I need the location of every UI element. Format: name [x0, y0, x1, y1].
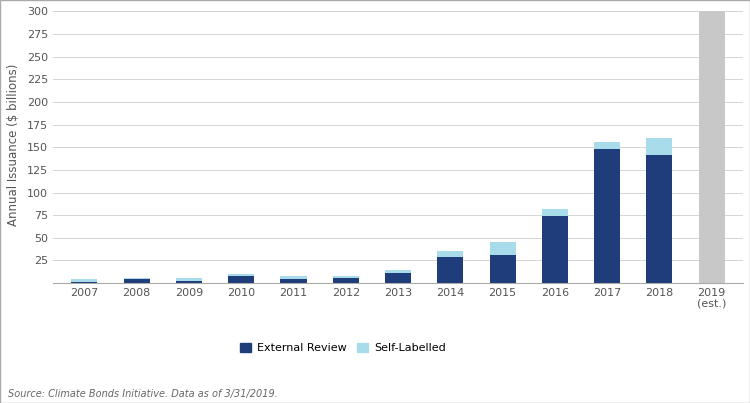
- Bar: [385, 270, 411, 273]
- Bar: [71, 278, 98, 282]
- Bar: [333, 276, 358, 278]
- Bar: [437, 257, 464, 283]
- Bar: [228, 276, 254, 283]
- Bar: [176, 278, 202, 281]
- Bar: [385, 273, 411, 283]
- Text: Source: Climate Bonds Initiative. Data as of 3/31/2019.: Source: Climate Bonds Initiative. Data a…: [8, 389, 278, 399]
- Bar: [71, 282, 98, 283]
- Bar: [594, 142, 620, 149]
- Bar: [646, 138, 673, 154]
- Legend: External Review, Self-Labelled: External Review, Self-Labelled: [236, 339, 450, 358]
- Bar: [698, 11, 724, 283]
- Bar: [490, 255, 516, 283]
- Bar: [646, 154, 673, 283]
- Bar: [280, 276, 307, 278]
- Bar: [490, 242, 516, 255]
- Bar: [594, 149, 620, 283]
- Bar: [124, 279, 150, 283]
- Bar: [124, 278, 150, 279]
- Bar: [280, 278, 307, 283]
- Bar: [437, 251, 464, 257]
- Bar: [176, 281, 202, 283]
- Bar: [542, 216, 568, 283]
- Y-axis label: Annual Issuance ($ billions): Annual Issuance ($ billions): [7, 64, 20, 226]
- Bar: [542, 209, 568, 216]
- Bar: [228, 274, 254, 276]
- Bar: [333, 278, 358, 283]
